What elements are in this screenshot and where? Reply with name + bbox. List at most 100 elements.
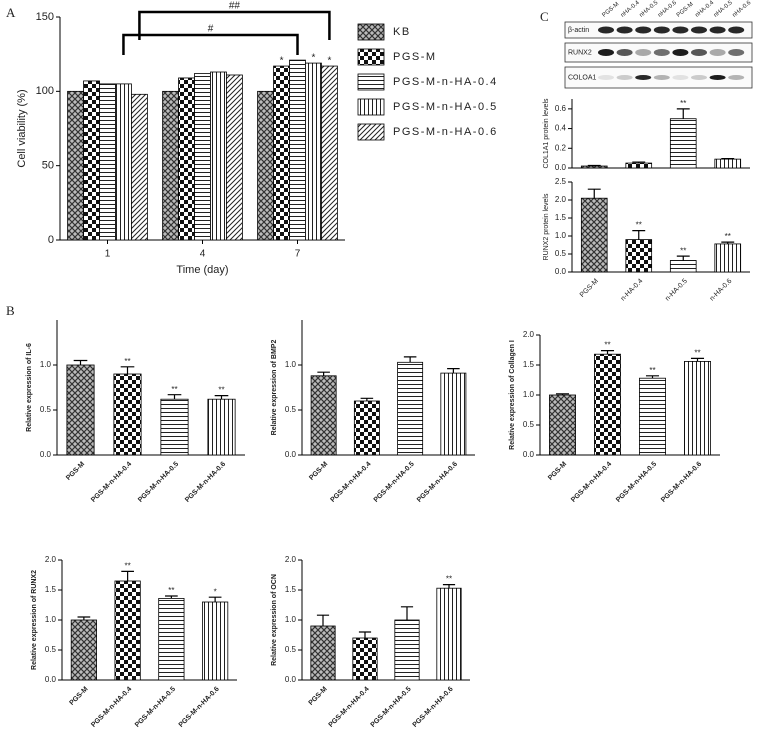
y-tick-label: 0.0 (285, 450, 297, 459)
blot-band (728, 75, 745, 80)
blot-band (635, 49, 652, 56)
panel-label: B (6, 303, 15, 318)
y-axis-label: Relative expression of IL-6 (26, 343, 33, 432)
bar (394, 619, 420, 681)
blot-band (598, 75, 614, 80)
annotation: * (214, 587, 217, 596)
blot-band (653, 26, 670, 34)
legend-swatch (357, 48, 385, 66)
x-tick-label: PGS-M (308, 686, 329, 707)
blot-band (728, 49, 745, 56)
y-axis-label: Cell viability (%) (16, 89, 28, 167)
y-tick-label: 0.5 (285, 405, 297, 414)
error-bar (317, 371, 330, 376)
bar (353, 400, 380, 456)
annotation: ** (649, 366, 655, 375)
legend-swatch (357, 98, 385, 116)
bar (625, 239, 653, 273)
y-tick-label: 1.0 (45, 615, 57, 624)
error-bar (645, 375, 660, 379)
bar (714, 243, 742, 273)
x-tick-label: PGS-M-n-HA-0.5 (373, 461, 416, 504)
blot-band (691, 75, 707, 80)
y-tick-label: 0.5 (523, 420, 535, 429)
y-tick-label: 50 (42, 160, 54, 172)
annotation: ** (680, 246, 686, 255)
x-tick-label: PGS-M-n-HA-0.4 (90, 686, 133, 729)
y-tick-label: 0.5 (40, 405, 52, 414)
y-tick-label: 2.0 (523, 330, 535, 339)
bar (113, 373, 142, 456)
annotation: ** (218, 386, 224, 395)
x-tick-label: 7 (295, 249, 301, 260)
error-bar (358, 631, 372, 638)
blot-band (672, 75, 689, 80)
legend-label: PGS-M (393, 51, 437, 63)
x-tick-label: PGS-M (68, 686, 89, 707)
error-bar (632, 161, 646, 164)
error-bar (121, 570, 134, 581)
y-tick-label: 0.6 (555, 104, 567, 113)
annotation: * (280, 56, 284, 67)
x-tick-label: PGS-M-n-HA-0.6 (412, 686, 455, 729)
annotation: ** (725, 232, 731, 241)
bar (70, 619, 97, 681)
y-tick-label: 1.0 (285, 360, 297, 369)
x-tick-label: PGS-M-n-HA-0.5 (137, 461, 180, 504)
bar (549, 394, 576, 456)
bar (321, 65, 338, 241)
lane-label: PGS-M (676, 1, 695, 18)
blot-band (616, 49, 633, 56)
bar (158, 598, 185, 681)
x-tick-label: PGS-M-n-HA-0.6 (178, 686, 221, 729)
annotation: ** (680, 99, 686, 108)
error-bar (316, 614, 330, 626)
x-tick-label: PGS-M-n-HA-0.4 (570, 461, 613, 504)
y-tick-label: 0.0 (45, 675, 57, 684)
y-tick-label: 0.0 (555, 267, 567, 276)
y-axis-label: Relative expression of RUNX2 (31, 570, 38, 670)
bar (66, 364, 95, 456)
error-bar (676, 108, 690, 119)
y-tick-label: 150 (36, 11, 54, 23)
blot-row-label: COLOA1 (568, 74, 597, 81)
y-axis-label: Relative expression of BMP2 (271, 340, 278, 436)
bracket-label: ## (229, 1, 241, 12)
x-tick-label: PGS-M (308, 461, 329, 482)
y-tick-label: 0.2 (555, 143, 567, 152)
y-tick-label: 2.5 (555, 177, 567, 186)
blot-band (691, 49, 707, 56)
bar (194, 73, 211, 241)
lane-label: nHA-0.5 (713, 0, 734, 19)
y-tick-label: 1.0 (40, 360, 52, 369)
x-tick-label: PGS-M-n-HA-0.5 (134, 686, 177, 729)
bar (289, 59, 306, 241)
bar (83, 80, 100, 241)
blot-band (598, 26, 614, 34)
legend-label: KB (393, 26, 411, 38)
bar (305, 62, 322, 241)
blot-band (728, 26, 745, 34)
error-bar (587, 188, 601, 199)
lane-label: nHA-0.4 (620, 0, 641, 19)
bar (162, 90, 179, 241)
blot-band (635, 26, 652, 34)
x-tick-label: PGS-M (579, 278, 600, 299)
y-tick-label: 0.5 (285, 645, 297, 654)
annotation: * (312, 53, 316, 64)
y-tick-label: 2.0 (555, 195, 567, 204)
x-tick-label: PGS-M-n-HA-0.6 (184, 461, 227, 504)
x-tick-label: PGS-M (65, 461, 86, 482)
bar (669, 260, 697, 273)
x-tick-label: PGS-M-n-HA-0.5 (615, 461, 658, 504)
lane-label: PGS-M (601, 1, 620, 18)
blot-band (653, 75, 670, 80)
bar (714, 158, 742, 169)
annotation: * (327, 56, 331, 67)
bar (67, 90, 84, 241)
y-tick-label: 0.4 (555, 124, 567, 133)
bar (669, 118, 697, 169)
bar (257, 90, 274, 241)
error-bar (632, 230, 646, 240)
error-bar (400, 606, 414, 620)
